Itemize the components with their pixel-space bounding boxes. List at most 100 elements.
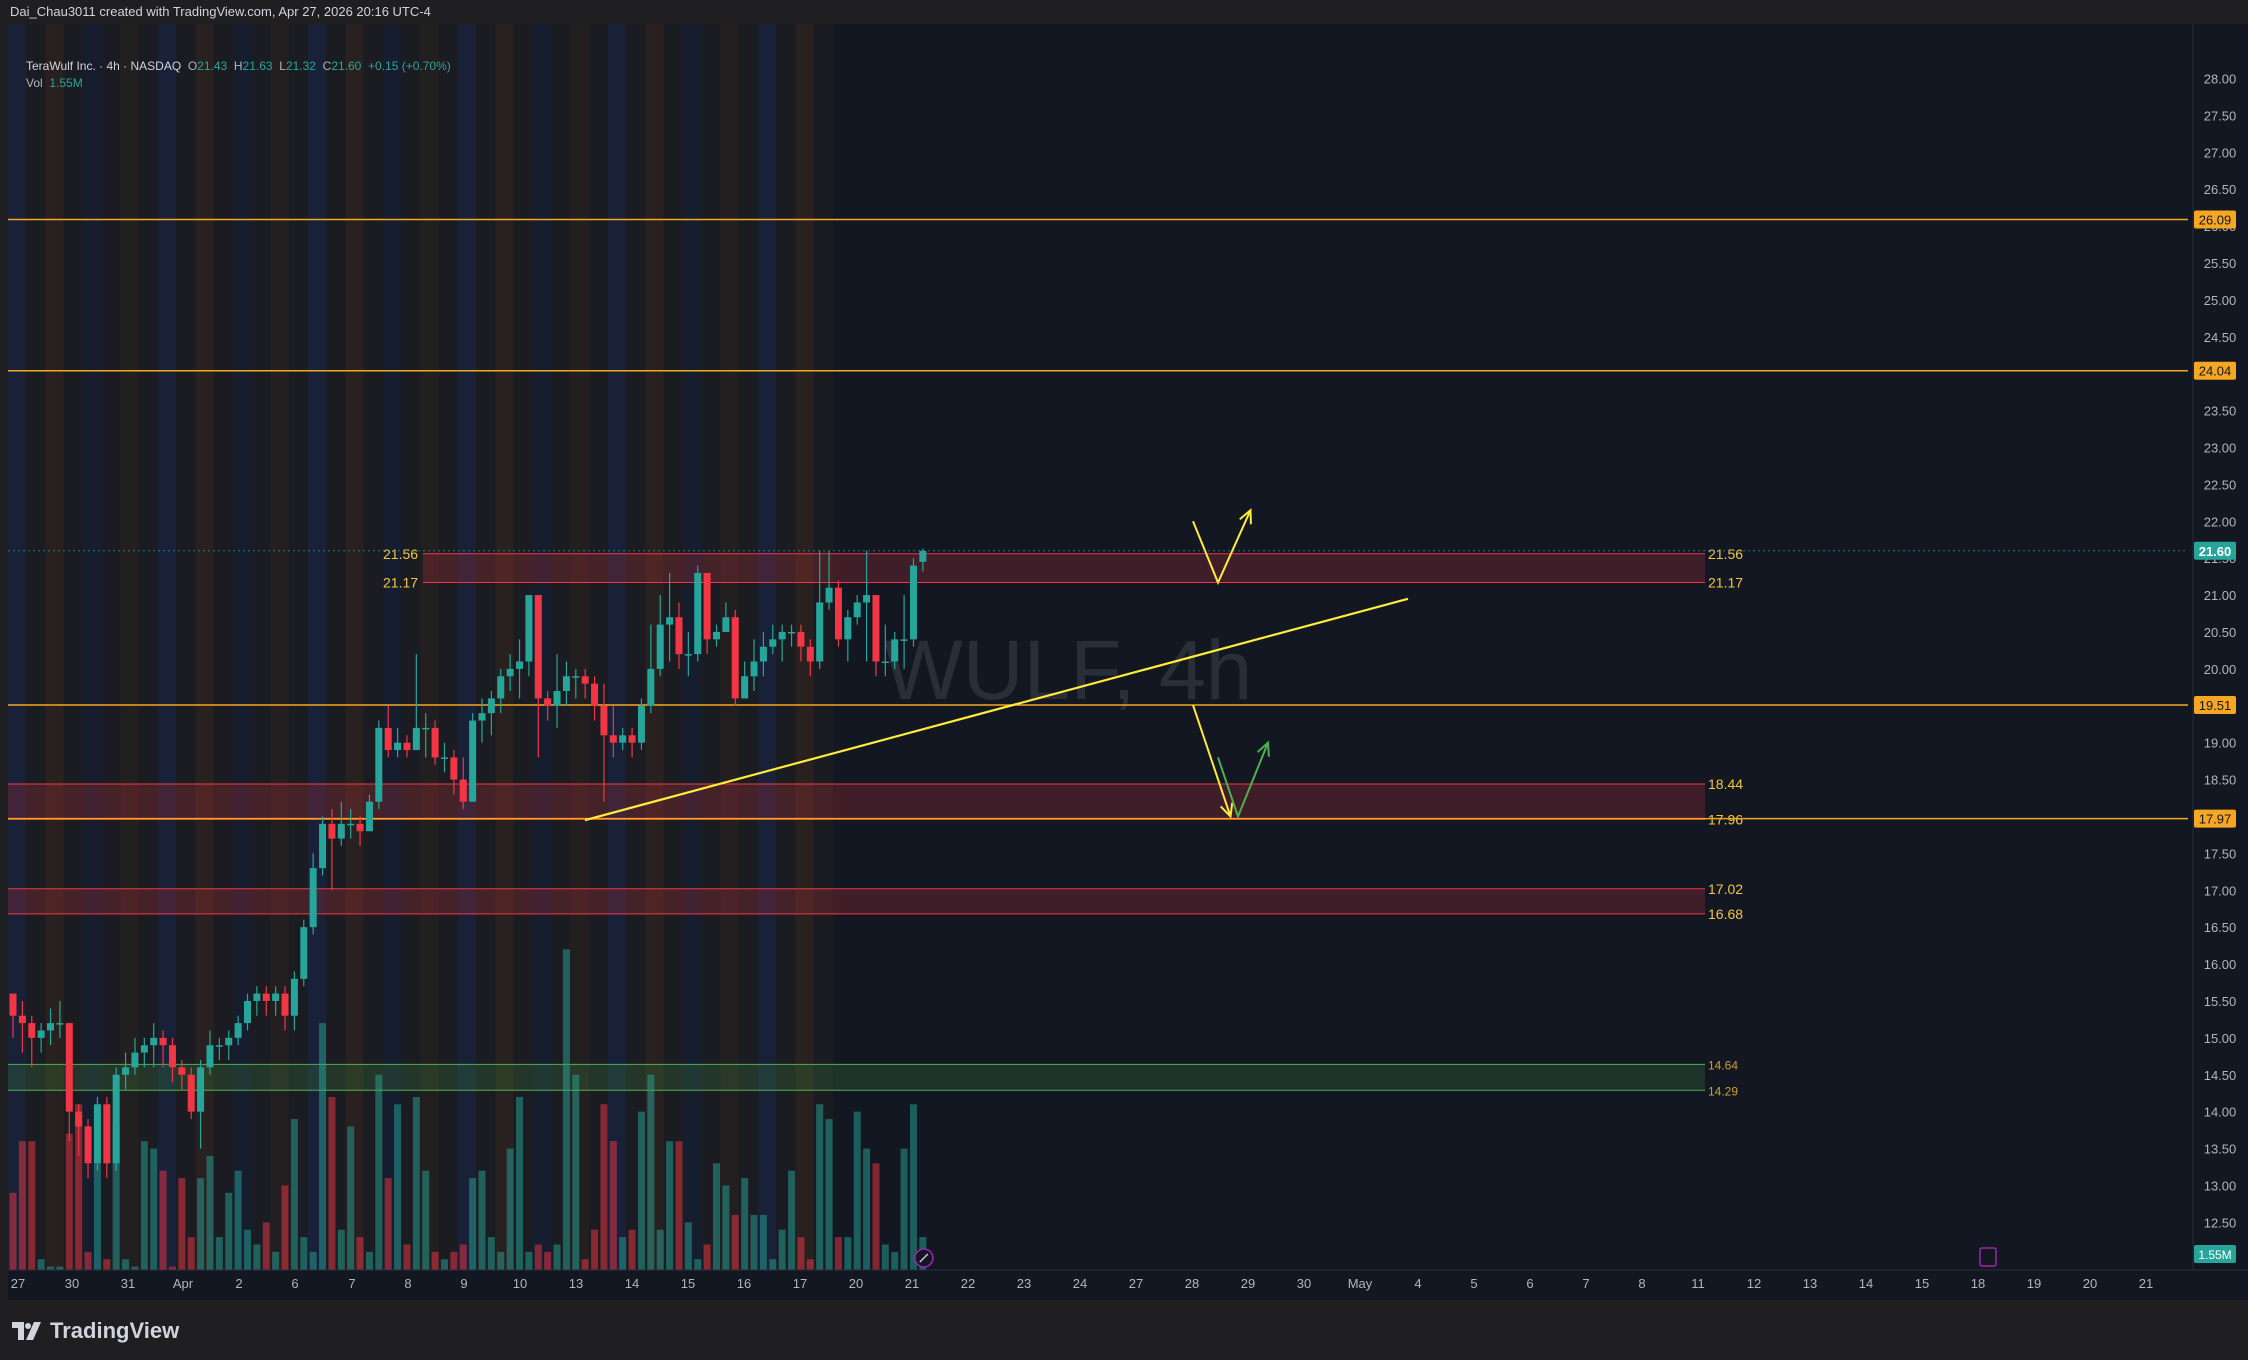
volume-bar [309, 1251, 317, 1270]
candle-body [713, 631, 720, 640]
volume-bar [713, 1163, 720, 1270]
candlestick-chart[interactable]: WULF, 4h 21.5621.1721.5621.1718.4417.961… [8, 24, 2248, 1300]
candle-body [37, 1030, 45, 1038]
earnings-event-icon[interactable] [1979, 1247, 1997, 1267]
candle-body [290, 978, 298, 1016]
volume-bar [394, 1104, 402, 1270]
session-band [233, 24, 251, 1270]
volume-bar [797, 1237, 805, 1270]
volume-bar [412, 1096, 420, 1270]
volume-bar [853, 1111, 861, 1270]
volume-bar [478, 1170, 486, 1270]
candle-body [647, 668, 655, 706]
zone-bottom-label: 16.68 [1708, 906, 1743, 922]
volume-bar [103, 1259, 111, 1270]
session-bands [8, 24, 833, 1270]
zone-top-label: 14.64 [1708, 1058, 1738, 1072]
candle-body [703, 572, 711, 640]
current-price-tag[interactable] [2194, 541, 2236, 560]
volume-bar [487, 1237, 495, 1270]
volume-bar [319, 1023, 327, 1270]
candle-body [506, 668, 514, 677]
price-tick-label: 25.50 [2204, 256, 2237, 271]
candle-body [722, 617, 730, 632]
volume-bar [806, 1259, 814, 1270]
price-level-tag[interactable] [2194, 361, 2236, 380]
session-band [458, 24, 476, 1270]
change-value: +0.15 (+0.70%) [368, 59, 451, 73]
volume-bar [891, 1251, 899, 1270]
tradingview-logo[interactable]: TradingView [12, 1318, 179, 1344]
candle-body [684, 654, 692, 656]
drawings[interactable] [584, 508, 1409, 822]
candle-body [234, 1023, 242, 1038]
session-band [213, 24, 233, 1270]
event-icons[interactable] [914, 1247, 1997, 1268]
projection-yellow[interactable] [1192, 509, 1252, 586]
trendline[interactable] [584, 597, 1409, 822]
session-band [83, 24, 101, 1270]
time-tick-label: 15 [1915, 1276, 1929, 1291]
time-tick-label: 5 [1470, 1276, 1477, 1291]
session-band [701, 24, 721, 1270]
volume-bar [56, 1266, 64, 1270]
projection-yellow[interactable] [1192, 704, 1232, 817]
candle-body [93, 1104, 101, 1164]
candle-body [356, 823, 364, 832]
volume-bar [18, 1141, 26, 1270]
session-band [758, 24, 776, 1270]
volume-bar [272, 1251, 280, 1270]
time-tick-label: 19 [2027, 1276, 2041, 1291]
footer: TradingView [0, 1300, 2248, 1360]
candle-body [422, 727, 430, 730]
time-tick-label: 23 [1017, 1276, 1031, 1291]
candle-body [337, 823, 345, 839]
volume-bar [525, 1251, 533, 1270]
volume-bar [300, 1237, 308, 1270]
time-tick-label: May [1348, 1276, 1373, 1291]
price-axis[interactable]: 12.50 13.00 13.50 14.00 14.50 15.00 15.50 16.00… [8, 24, 2248, 1300]
volume-bar [365, 1251, 373, 1270]
zone-top-label: 17.02 [1708, 881, 1743, 897]
volume-bar [440, 1259, 448, 1270]
volume-tag[interactable] [2194, 1245, 2236, 1263]
candle-body [347, 823, 355, 826]
session-band [420, 24, 439, 1270]
price-level-tag[interactable] [2194, 696, 2236, 715]
volume-bar [9, 1192, 17, 1270]
volume-bar [450, 1251, 458, 1270]
candle-body [262, 993, 270, 1001]
chart-area[interactable]: WULF, 4h 21.56 21.17 21.56 21.17 18.44 17.96 1… [8, 24, 2248, 1300]
volume-bar [159, 1170, 167, 1270]
volume-bar [778, 1229, 786, 1270]
candle-body [806, 646, 814, 662]
candle-body [18, 1015, 26, 1024]
volume-bar [647, 1074, 655, 1270]
zone-bottom-label: 14.29 [1708, 1084, 1738, 1098]
volume-bar [431, 1251, 439, 1270]
candle-body [103, 1104, 111, 1164]
projection-green[interactable] [1217, 742, 1269, 820]
price-level-tag-label: 17.97 [2199, 812, 2232, 827]
time-tick-label: 7 [1582, 1276, 1589, 1291]
candle-body [300, 927, 308, 979]
price-tick-label: 25.00 [2204, 293, 2237, 308]
zone-bottom-left-label: 21.17 [383, 575, 418, 591]
volume-bar [225, 1192, 233, 1270]
price-level-tag[interactable] [2194, 809, 2236, 828]
time-tick-label: 14 [1859, 1276, 1873, 1291]
volume-bar [506, 1148, 514, 1270]
time-tick-label: 8 [404, 1276, 411, 1291]
volume-bar [666, 1141, 674, 1270]
volume-bar [47, 1266, 55, 1270]
price-level-tag[interactable] [2194, 210, 2236, 229]
time-axis[interactable]: 27 30 31 Apr 2 6 7 8 9 10 13 14 15 16 17 20 21 22 23 24 27 28… [8, 1269, 2248, 1300]
time-tick-label: 4 [1414, 1276, 1421, 1291]
candle-body [375, 727, 383, 802]
price-tick-label: 27.00 [2204, 145, 2237, 160]
candle-body [609, 735, 617, 743]
volume-bar [375, 1074, 383, 1270]
candle-body [469, 720, 477, 802]
time-tick-label: 21 [2139, 1276, 2153, 1291]
candle-body [47, 1023, 55, 1031]
